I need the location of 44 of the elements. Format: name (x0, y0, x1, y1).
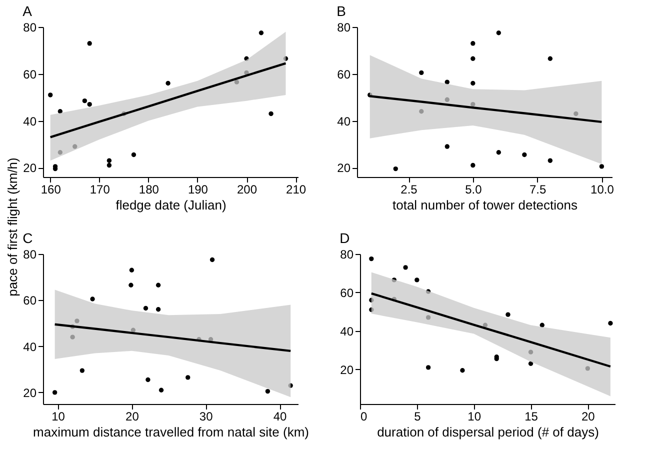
y-tick-label: 80 (340, 248, 354, 262)
x-tick-label: 30 (199, 410, 214, 424)
x-tick-label: 7.5 (529, 182, 546, 196)
y-tick-label: 40 (23, 340, 37, 354)
y-tick-label: 20 (340, 362, 354, 377)
x-tick-label: 170 (90, 182, 110, 196)
x-tick-label: 190 (188, 182, 208, 196)
x-tick-label: 20 (126, 410, 140, 424)
x-tick-label: 0 (360, 410, 368, 424)
x-tick-label: 200 (236, 182, 258, 196)
y-tick-label: 40 (23, 114, 37, 128)
x-tick-label: 2.5 (400, 182, 418, 196)
x-tick-label: 5 (414, 410, 422, 424)
x-tick-label: 15 (524, 410, 538, 424)
y-tick-label: 60 (23, 294, 37, 308)
x-tick-label: 10.0 (590, 182, 614, 196)
y-tick-label: 60 (23, 67, 37, 82)
y-tick-label: 60 (337, 67, 351, 82)
x-tick-label: 180 (138, 182, 160, 196)
x-tick-label: 40 (273, 410, 288, 424)
x-tick-label: 160 (40, 182, 62, 196)
chart-title: D (340, 230, 350, 246)
x-tick-label: 10 (468, 410, 482, 424)
y-tick-label: 80 (23, 248, 37, 262)
y-tick-label: 80 (23, 20, 37, 34)
y-tick-label: 20 (337, 161, 351, 176)
x-axis-title: total number of tower detections (392, 198, 578, 212)
chart-title: C (22, 230, 33, 246)
y-tick-label: 80 (337, 20, 351, 34)
chart-title: A (22, 3, 33, 19)
y-tick-label: 40 (340, 324, 354, 338)
y-tick-label: 60 (340, 286, 354, 300)
x-axis-title: duration of dispersal period (# of days) (377, 424, 599, 440)
x-tick-label: 10 (52, 410, 66, 424)
x-tick-label: 5.0 (465, 182, 482, 196)
chart-title: B (336, 3, 346, 19)
x-axis-title: fledge date (Julian) (116, 198, 226, 212)
x-axis-title: maximum distance travelled from natal site (km) (33, 424, 309, 440)
y-axis-title: pace of first flight (km/h) (5, 158, 20, 296)
y-tick-label: 20 (23, 386, 37, 400)
x-tick-label: 210 (286, 182, 306, 196)
y-tick-label: 40 (337, 114, 351, 128)
y-tick-label: 20 (23, 161, 37, 176)
x-tick-label: 20 (582, 410, 596, 424)
